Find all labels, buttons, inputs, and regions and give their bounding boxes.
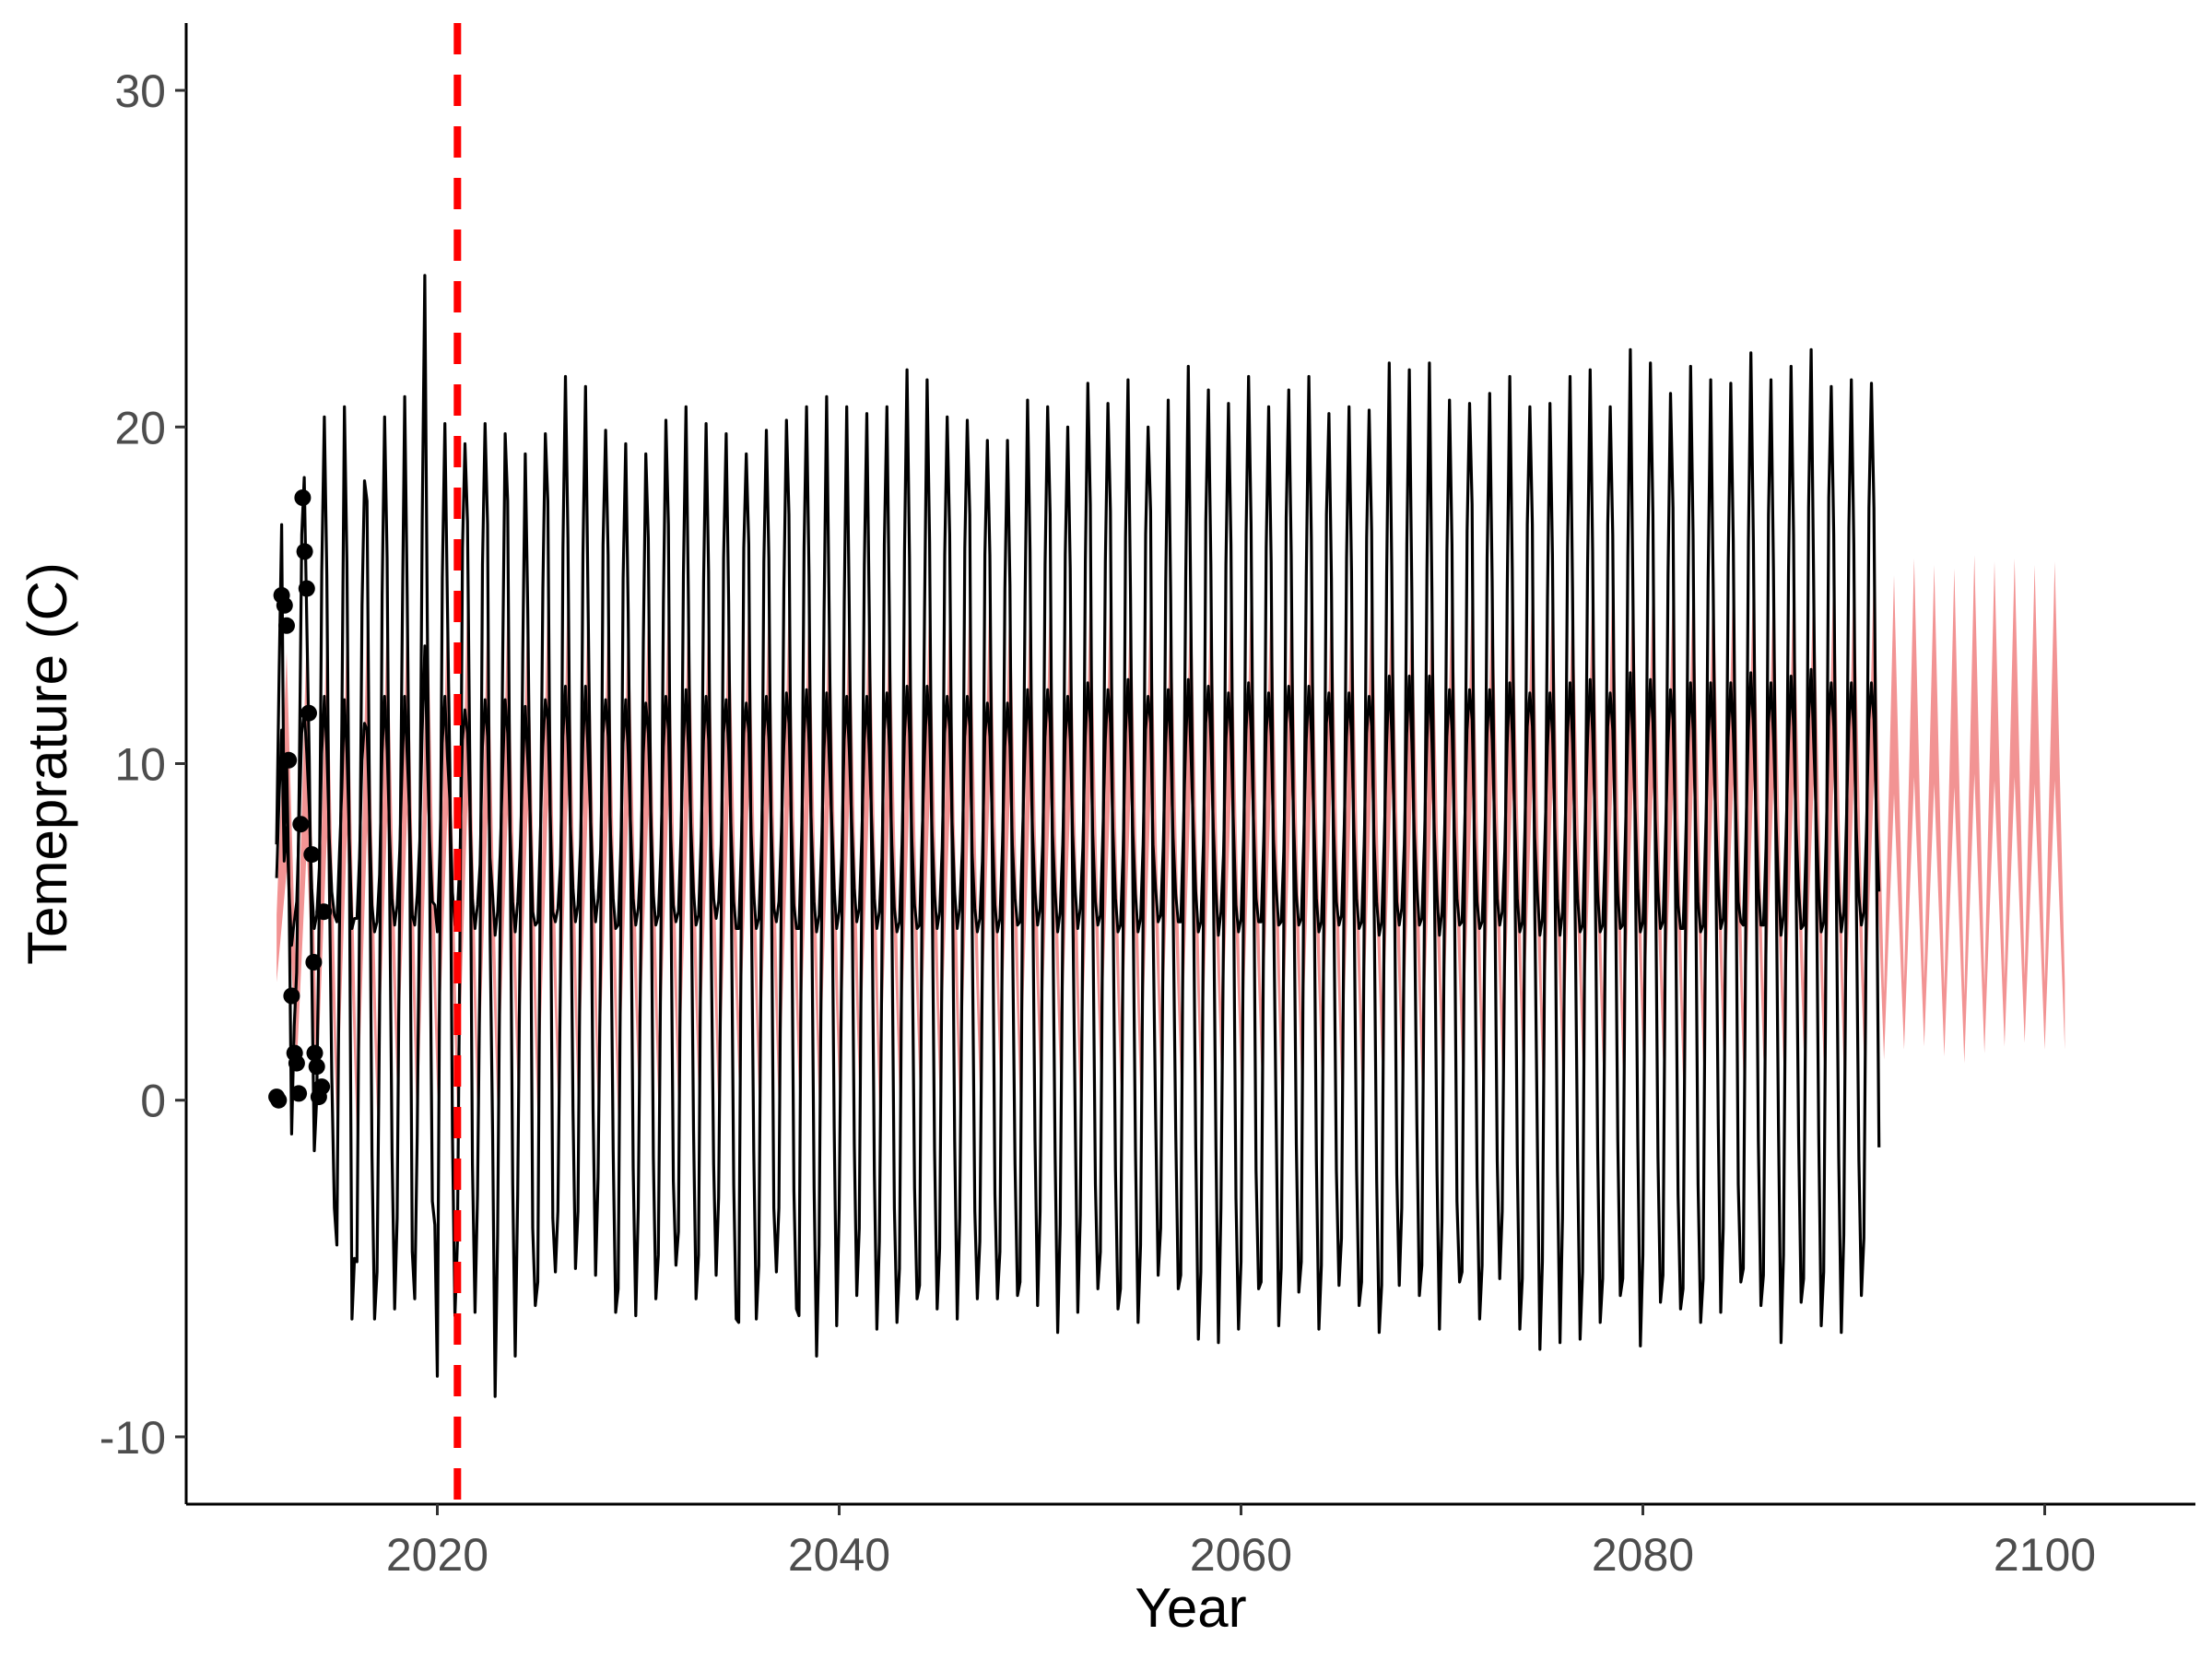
observed-point [308, 1058, 325, 1076]
observed-point [292, 816, 310, 833]
observed-point [306, 1044, 324, 1062]
temperature-line-layer [275, 274, 1881, 1398]
y-tick-label: -10 [100, 1412, 166, 1464]
observed-point [288, 1054, 305, 1072]
x-tick-label: 2080 [1592, 1529, 1694, 1581]
x-tick-label: 2020 [386, 1529, 488, 1581]
observed-point [294, 489, 312, 506]
y-tick-label: 20 [114, 402, 166, 453]
observed-point [276, 596, 293, 614]
y-tick-label: 30 [114, 65, 166, 117]
observed-point [298, 580, 315, 597]
observed-point [296, 543, 313, 560]
observed-point [315, 903, 333, 921]
observed-point [313, 1078, 331, 1096]
x-tick-label: 2060 [1190, 1529, 1292, 1581]
observed-point [300, 704, 317, 722]
x-tick-label: 2100 [1994, 1529, 2096, 1581]
x-tick-label: 2040 [788, 1529, 890, 1581]
observed-point [278, 617, 295, 634]
observed-point [283, 987, 300, 1005]
observed-point [270, 1091, 288, 1109]
y-axis-ticks: -10 0 10 20 30 [100, 65, 186, 1464]
observed-points-layer [268, 489, 333, 1109]
y-tick-label: 10 [114, 739, 166, 791]
x-axis-title: Year [1135, 1577, 1246, 1639]
observed-point [305, 954, 323, 971]
y-tick-label: 0 [140, 1076, 166, 1127]
temperature-line [275, 274, 1881, 1398]
observed-point [290, 1085, 308, 1102]
temperature-secondary-line [275, 644, 1881, 947]
observed-point [280, 751, 298, 769]
y-axis-title: Temeprature (C) [17, 562, 78, 965]
observed-point [303, 846, 321, 864]
x-axis-ticks: 2020 2040 2060 2080 2100 [386, 1504, 2096, 1581]
